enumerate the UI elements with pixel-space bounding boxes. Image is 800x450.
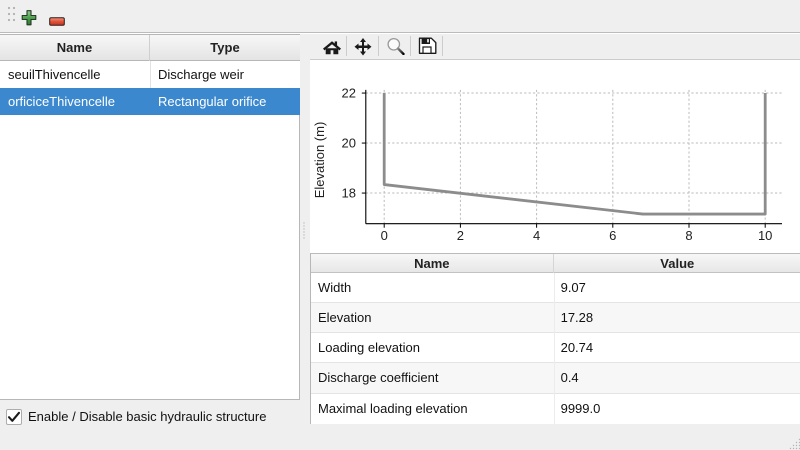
svg-text:8: 8 bbox=[685, 228, 692, 243]
svg-text:20: 20 bbox=[342, 136, 356, 151]
svg-text:0: 0 bbox=[381, 228, 388, 243]
svg-text:Elevation (m): Elevation (m) bbox=[312, 122, 327, 199]
svg-text:18: 18 bbox=[342, 186, 356, 201]
svg-text:10: 10 bbox=[758, 228, 772, 243]
svg-text:22: 22 bbox=[342, 86, 356, 101]
svg-text:6: 6 bbox=[609, 228, 616, 243]
svg-text:4: 4 bbox=[533, 228, 540, 243]
svg-text:2: 2 bbox=[457, 228, 464, 243]
